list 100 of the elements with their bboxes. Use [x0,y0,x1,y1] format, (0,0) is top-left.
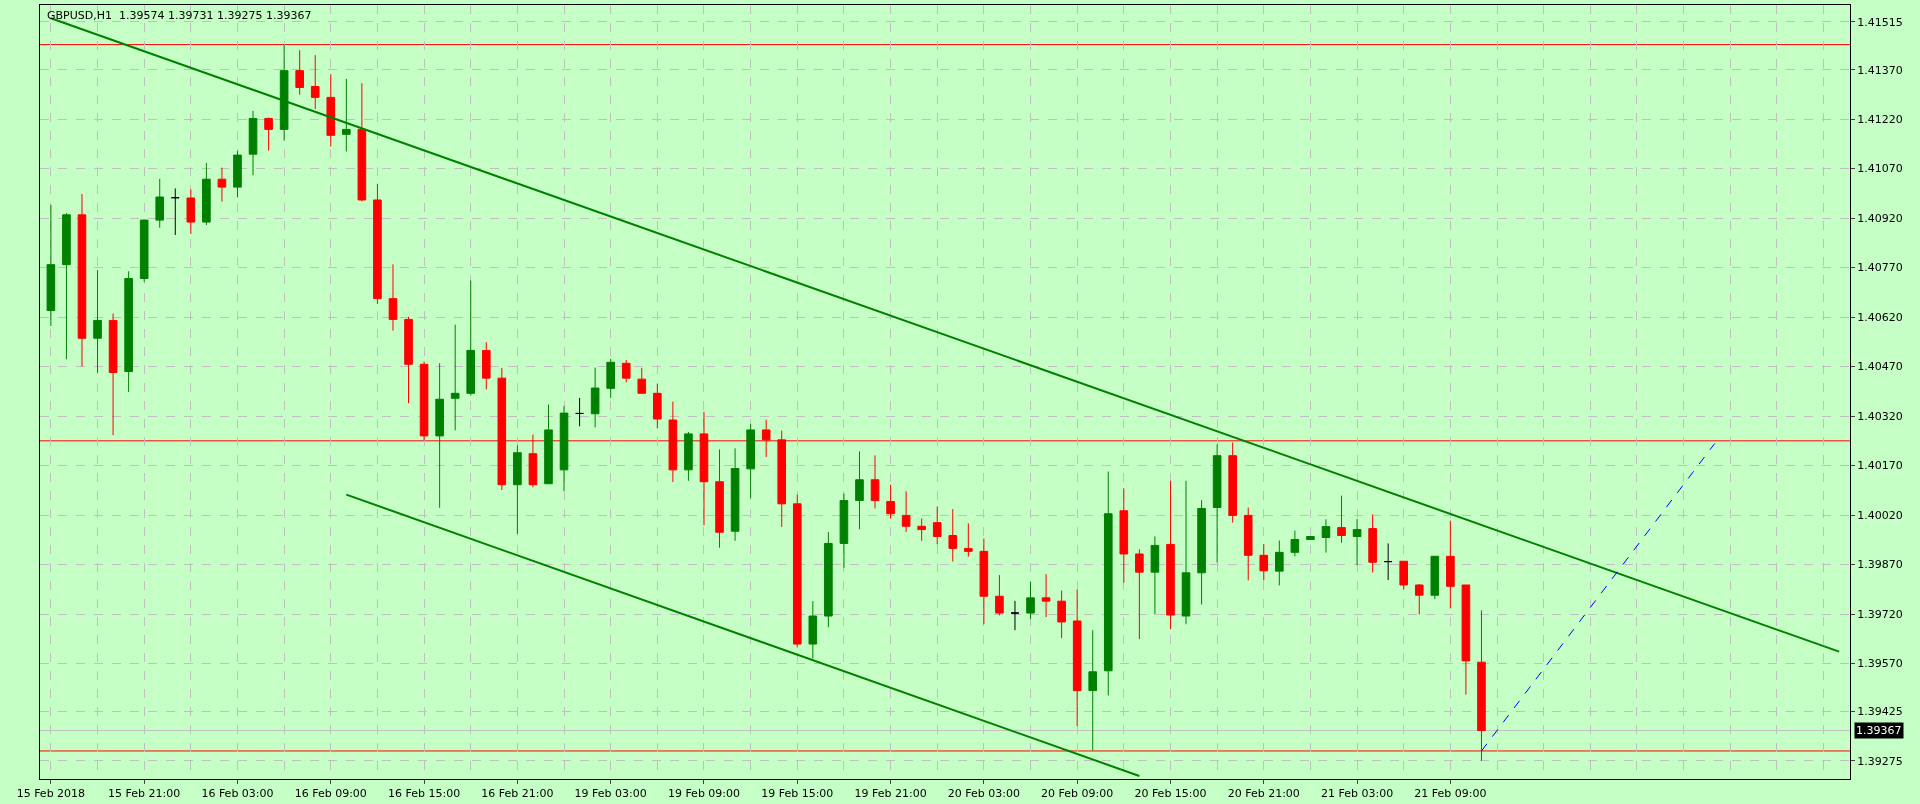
candlestick [295,49,304,96]
candlestick [792,494,802,648]
candlestick [310,54,320,110]
candlestick [139,218,149,283]
y-tick-label: 1.40620 [1857,310,1903,324]
candlestick [1026,581,1035,620]
candlestick [481,341,491,390]
candlestick [202,162,211,226]
ref-line-label: 1.39367 [1856,724,1902,737]
candlestick [917,517,926,542]
candlestick [1150,536,1160,615]
candlestick [575,397,584,427]
candlestick [93,269,102,374]
candlestick [1446,520,1455,609]
candlestick [124,270,133,393]
candlestick [637,367,647,394]
candlestick [1321,518,1331,554]
candlestick [932,505,942,545]
y-tick-label: 1.41220 [1857,113,1903,126]
candlestick [730,447,740,542]
candlestick [995,574,1004,616]
x-tick-label: 19 Feb 09:00 [667,787,741,801]
candlestick [1041,573,1051,618]
candlestick [450,324,460,431]
y-tick-label: 1.39275 [1857,754,1903,768]
candlestick [1461,584,1471,696]
y-tick-label: 1.40320 [1857,409,1903,423]
candlestick [217,167,227,203]
y-tick-label: 1.41070 [1857,162,1903,176]
x-tick-label: 21 Feb 09:00 [1414,787,1487,801]
candlestick [248,110,258,176]
x-tick-label: 16 Feb 09:00 [294,787,367,801]
candlestick [1057,590,1066,639]
candlestick [901,490,911,533]
x-tick-label: 20 Feb 21:00 [1227,787,1300,801]
candlestick [746,423,755,499]
candlestick [870,454,880,509]
candlestick [1072,589,1082,727]
candlestick [1103,471,1113,697]
candlestick [964,522,973,558]
y-tick-label: 1.40020 [1857,508,1903,522]
x-tick-label: 19 Feb 21:00 [854,787,927,801]
candlestick [1414,583,1424,615]
x-tick-label: 21 Feb 03:00 [1320,787,1394,801]
candlestick [357,82,367,202]
candlestick [1275,539,1284,586]
candlestick [855,450,864,530]
candlestick [1430,555,1440,600]
y-tick-label: 1.39425 [1857,705,1903,719]
candlestick [108,312,118,436]
candlestick [1119,487,1129,584]
candlestick [1368,513,1377,573]
candlestick [326,73,336,148]
x-tick-label: 15 Feb 2018 [16,787,86,801]
y-tick-label: 1.39570 [1857,657,1903,671]
candlestick [948,508,958,563]
candlestick [46,204,56,327]
y-tick-label: 1.39870 [1857,558,1903,572]
y-tick-label: 1.40920 [1857,211,1903,225]
candlestick [342,78,351,152]
candlestick [979,537,989,625]
x-tick-label: 20 Feb 15:00 [1134,787,1207,801]
candlestick [435,362,444,509]
candlestick [513,444,522,535]
candlestick [466,279,476,397]
candlestick [1399,560,1409,590]
candlestick [155,178,165,229]
candlestick [1181,480,1191,625]
candlestick [590,367,600,428]
candlestick [233,150,242,198]
candlestick [684,431,693,482]
x-tick-label: 20 Feb 09:00 [1041,787,1114,801]
candlestick [1197,499,1206,605]
candlestick [715,448,724,549]
y-tick-label: 1.39720 [1857,607,1903,621]
y-tick-label: 1.40470 [1857,360,1903,374]
candlestick [1383,542,1393,581]
candlestick [1352,518,1362,566]
candlestick [373,183,382,305]
candlestick [808,600,818,660]
chart-title: GBPUSD,H1 1.39574 1.39731 1.39275 1.39367 [47,9,312,22]
y-tick-label: 1.40770 [1857,261,1903,275]
candlestick [559,405,569,492]
x-tick-label: 19 Feb 15:00 [761,787,834,801]
candlestick [1135,548,1144,640]
candlestick [1306,536,1315,540]
candlestick [1212,443,1222,564]
candlestick [62,212,71,360]
y-tick-label: 1.41515 [1857,15,1903,29]
candlestick [839,493,849,569]
candlestick [824,531,833,628]
x-tick-label: 15 Feb 21:00 [108,787,181,801]
candlestick [1259,543,1269,581]
candlestick [404,316,413,404]
candlestick [1290,530,1300,557]
candlestick [653,383,662,429]
y-tick-label: 1.41370 [1857,63,1903,77]
candlestick [1088,629,1098,752]
x-tick-label: 16 Feb 21:00 [481,787,554,801]
y-tick-label: 1.40170 [1857,459,1903,473]
